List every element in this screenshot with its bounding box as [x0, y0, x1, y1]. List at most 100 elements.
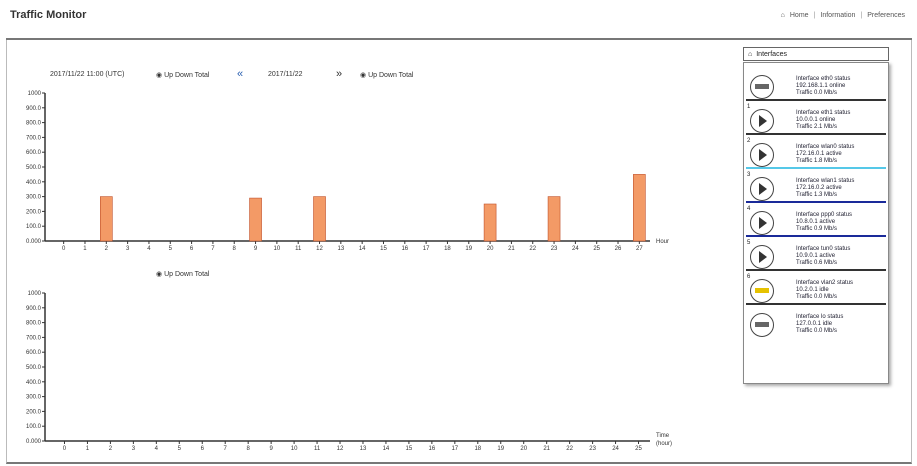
y-tick-label: 900.0: [26, 306, 42, 312]
interface-text-line: 192.168.1.1 online: [796, 83, 846, 89]
y-tick-label: 400.0: [26, 180, 42, 186]
interface-row[interactable]: 5 Interface tun0 status 10.9.0.1 active Tra…: [744, 239, 888, 271]
y-tick-label: 400.0: [26, 380, 42, 386]
stop-icon[interactable]: [750, 279, 774, 303]
x-tick-label: 22: [529, 246, 536, 252]
stop-icon[interactable]: [750, 75, 774, 99]
interface-row[interactable]: 4 Interface ppp0 status 10.8.0.1 active Tra…: [744, 205, 888, 237]
x-tick-label: 22: [566, 446, 573, 452]
interface-row[interactable]: 3 Interface wlan1 status 172.16.0.2 active…: [744, 171, 888, 203]
interface-text-line: Traffic 1.8 Mb/s: [796, 158, 838, 164]
x-tick-label: 12: [316, 246, 323, 252]
play-icon[interactable]: [750, 143, 774, 167]
chart2-radio-group[interactable]: ◉ Up Down Total: [156, 271, 210, 278]
x-tick-label: 23: [589, 446, 596, 452]
interface-text-line: 127.0.0.1 idle: [796, 321, 833, 327]
x-tick-label: 7: [211, 246, 215, 252]
link-preferences[interactable]: Preferences: [867, 12, 905, 19]
y-tick-label: 500.0: [26, 165, 42, 171]
play-icon[interactable]: [750, 245, 774, 269]
x-tick-label: 1: [83, 246, 87, 252]
x-tick-label: 16: [401, 246, 408, 252]
x-tick-label: 15: [406, 446, 413, 452]
x-tick-label: 4: [155, 446, 159, 452]
row-number: 1: [747, 104, 751, 110]
chart2-radio-label: Up Down Total: [164, 271, 210, 278]
x-tick-label: 20: [520, 446, 527, 452]
bar[interactable]: [100, 196, 113, 242]
x-tick-label: 13: [337, 246, 344, 252]
play-icon[interactable]: [750, 211, 774, 235]
x-tick-label: 19: [497, 446, 504, 452]
x-tick-label: 21: [543, 446, 550, 452]
row-divider: [746, 99, 886, 101]
interfaces-header[interactable]: ⌂ Interfaces: [743, 47, 889, 61]
x-tick-label: 9: [254, 246, 258, 252]
x-tick-label: 5: [169, 246, 173, 252]
interface-text-line: Interface eth0 status: [796, 76, 851, 82]
interface-text: Interface lo status 127.0.0.1 idle Traffic…: [796, 314, 843, 335]
interface-row[interactable]: 6 Interface vlan2 status 10.2.0.1 idle Traf…: [744, 273, 888, 305]
x-tick-label: 2: [109, 446, 113, 452]
interface-text: Interface wlan1 status 172.16.0.2 active T…: [796, 178, 854, 199]
date-label: 2017/11/22 11:00 (UTC): [50, 71, 125, 78]
home-icon[interactable]: ⌂: [780, 12, 785, 19]
interface-text-line: Traffic 0.0 Mb/s: [796, 294, 838, 300]
x-tick-label: 0: [62, 246, 66, 252]
x-tick-label: 26: [615, 246, 622, 252]
interface-text-line: 10.0.0.1 online: [796, 117, 836, 123]
bar[interactable]: [633, 174, 646, 242]
play-icon[interactable]: [750, 177, 774, 201]
row-divider: [746, 235, 886, 237]
x-tick-label: 3: [132, 446, 136, 452]
bar[interactable]: [483, 203, 497, 242]
x-tick-label: 9: [269, 446, 273, 452]
play-icon[interactable]: [750, 109, 774, 133]
link-home[interactable]: Home: [789, 12, 809, 19]
x-tick-label: 17: [423, 246, 430, 252]
x-tick-label: 24: [572, 246, 579, 252]
x-tick-label: 15: [380, 246, 387, 252]
home-icon: ⌂: [748, 50, 753, 58]
y-tick-label: 300.0: [26, 395, 42, 401]
link-information[interactable]: Information: [820, 12, 856, 19]
y-tick-label: 200.0: [26, 409, 42, 415]
header-divider: [6, 38, 912, 40]
row-number: 6: [747, 274, 751, 280]
y-tick-label: 1000: [28, 91, 42, 97]
x-tick-label: 14: [383, 446, 390, 452]
interface-row[interactable]: Interface eth0 status 192.168.1.1 online T…: [744, 69, 888, 101]
interface-text-line: Interface ppp0 status: [796, 212, 853, 218]
interface-row[interactable]: Interface lo status 127.0.0.1 idle Traffic…: [744, 307, 888, 339]
right-radio-group[interactable]: ◉ Up Down Total: [360, 72, 414, 79]
x-tick-label: 12: [337, 446, 344, 452]
x-axis-label: (hour): [656, 441, 672, 447]
bar[interactable]: [313, 196, 326, 242]
chart1-radio-label: Up Down Total: [164, 72, 210, 79]
chart1-radio-group[interactable]: ◉ Up Down Total: [156, 72, 210, 79]
bar[interactable]: [249, 197, 262, 242]
link-separator: |: [860, 12, 863, 19]
x-tick-label: 10: [291, 446, 298, 452]
y-tick-label: 300.0: [26, 195, 42, 201]
y-tick-label: 800.0: [26, 321, 42, 327]
interface-row[interactable]: 2 Interface wlan0 status 172.16.0.1 active…: [744, 137, 888, 169]
x-tick-label: 8: [233, 246, 237, 252]
interface-text-line: Traffic 0.0 Mb/s: [796, 90, 838, 96]
x-tick-label: 25: [593, 246, 600, 252]
interface-row[interactable]: 1 Interface eth1 status 10.0.0.1 online Tra…: [744, 103, 888, 135]
x-tick-label: 0: [63, 446, 67, 452]
interface-text-line: Traffic 2.1 Mb/s: [796, 124, 838, 130]
next-arrow-icon[interactable]: »: [336, 68, 343, 80]
interface-text: Interface ppp0 status 10.8.0.1 active Traf…: [796, 212, 852, 233]
interface-text-line: Traffic 0.6 Mb/s: [796, 260, 838, 266]
y-tick-label: 900.0: [26, 106, 42, 112]
x-tick-label: 11: [295, 246, 302, 252]
x-tick-label: 25: [635, 446, 642, 452]
y-tick-label: 100.0: [26, 424, 42, 430]
interface-text-line: 10.8.0.1 active: [796, 219, 836, 225]
x-tick-label: 11: [314, 446, 321, 452]
stop-icon[interactable]: [750, 313, 774, 337]
prev-arrow-icon[interactable]: «: [237, 68, 244, 80]
bar[interactable]: [547, 196, 561, 242]
